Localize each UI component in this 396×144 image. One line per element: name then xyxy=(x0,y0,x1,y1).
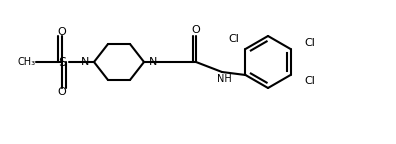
Text: NH: NH xyxy=(217,74,231,84)
Text: CH₃: CH₃ xyxy=(18,57,36,67)
Text: O: O xyxy=(58,87,67,97)
Text: O: O xyxy=(58,27,67,37)
Text: S: S xyxy=(58,55,66,69)
Text: Cl: Cl xyxy=(228,34,239,44)
Text: N: N xyxy=(149,57,157,67)
Text: N: N xyxy=(81,57,89,67)
Text: Cl: Cl xyxy=(305,38,315,48)
Text: O: O xyxy=(192,25,200,35)
Text: Cl: Cl xyxy=(305,76,315,86)
